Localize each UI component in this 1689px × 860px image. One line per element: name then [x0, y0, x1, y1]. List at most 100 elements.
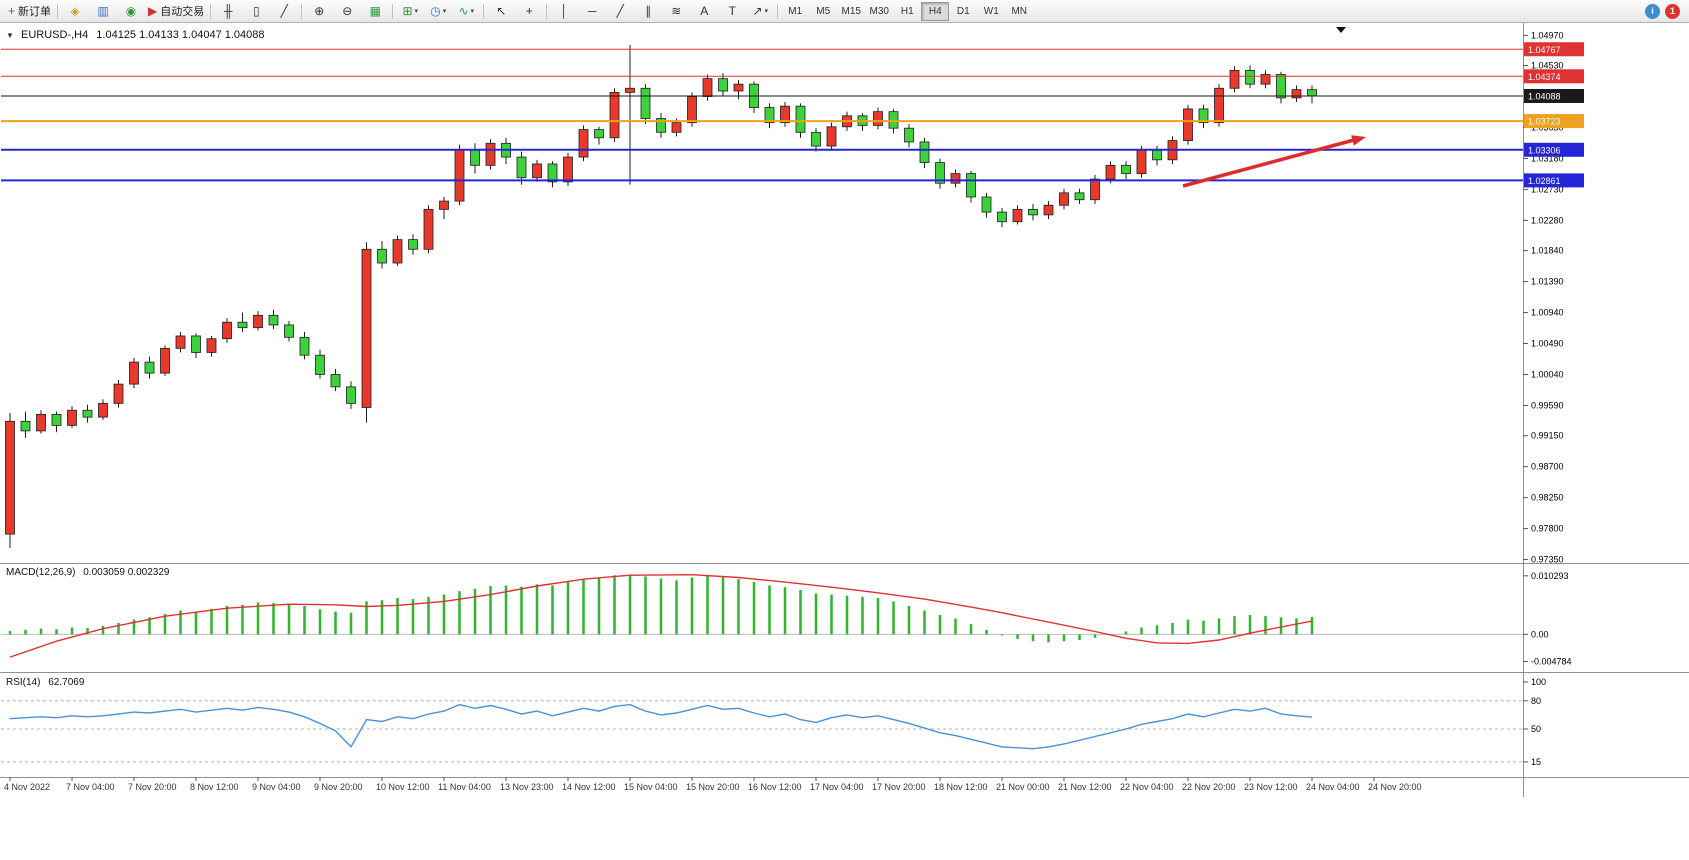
time-label: 7 Nov 20:00	[128, 782, 177, 792]
candle	[377, 248, 387, 264]
candlestick-icon: ▯	[252, 4, 260, 18]
toolbar-indicators-button[interactable]: ∿ ▾	[452, 1, 480, 22]
profiles-caret-icon[interactable]: ▾	[442, 8, 447, 15]
time-label: 23 Nov 12:00	[1244, 782, 1298, 792]
timeframe-group: M1 M5 M15 M30 H1 H4 D1 W1 MN	[781, 1, 1033, 21]
candle	[1090, 178, 1100, 201]
time-label: 24 Nov 04:00	[1306, 782, 1360, 792]
toolbar-zoom-in-button[interactable]: ⊕	[305, 1, 333, 22]
toolbar-candlestick-button[interactable]: ▯	[242, 1, 270, 22]
new-chart-caret-icon[interactable]: ▾	[414, 8, 419, 15]
toolbar-fibonacci-button[interactable]: ≋	[662, 1, 690, 22]
community-icon[interactable]: i	[1645, 3, 1660, 19]
candle	[671, 122, 682, 133]
toolbar-new-order-button[interactable]: + 新订单	[5, 1, 54, 22]
toolbar-line-chart-button[interactable]: ╱	[270, 1, 298, 22]
timeframe-h1-button[interactable]: H1	[900, 5, 914, 17]
candle	[82, 409, 93, 418]
candle	[919, 141, 930, 163]
toolbar-autotrading-button[interactable]: ▶ 自动交易	[145, 1, 207, 22]
price-tick-label: 0.98700	[1531, 462, 1564, 472]
price-badge	[1524, 88, 1584, 103]
toolbar-horizontal-line-button[interactable]: ─	[578, 1, 606, 22]
toolbar-button-group: + 新订单 ◈ ▥ ◉ ▶ 自动交易 ╫ ▯ ╱ ⊕ ⊖ ▦ ⊞ ▾ ◷ ▾ ∿ ▾ ↖ + │ ─ ╱ ∥ ≋ A T ↗ ▾	[5, 1, 781, 22]
time-label: 9 Nov 04:00	[252, 782, 301, 792]
top-toolbar: + 新订单 ◈ ▥ ◉ ▶ 自动交易 ╫ ▯ ╱ ⊕ ⊖ ▦ ⊞ ▾ ◷ ▾ ∿ ▾ ↖ + │ ─ ╱ ∥ ≋ A T ↗ ▾ M1 M5…	[0, 0, 1689, 23]
candle	[609, 91, 620, 139]
candle	[1074, 192, 1085, 201]
toolbar-market-watch-button[interactable]: ◉	[117, 1, 145, 22]
timeframe-m1-button[interactable]: M1	[788, 5, 803, 17]
time-label: 4 Nov 2022	[4, 782, 50, 792]
toolbar-charts-button[interactable]: ▥	[89, 1, 117, 22]
time-label: 11 Nov 04:00	[438, 782, 491, 792]
candle	[470, 149, 480, 166]
notification-badge[interactable]: 1	[1665, 3, 1680, 19]
toolbar-vertical-line-button[interactable]: │	[550, 1, 578, 22]
candle	[578, 129, 589, 158]
horizontal-line-icon: ─	[587, 4, 597, 18]
toolbar-cursor-button[interactable]: ↖	[487, 1, 515, 22]
indicators-caret-icon[interactable]: ▾	[470, 8, 475, 15]
new-order-icon: +	[8, 4, 16, 18]
price-tick-label: 1.01840	[1531, 246, 1564, 256]
timeframe-m15-button[interactable]: M15	[841, 5, 861, 17]
cursor-icon: ↖	[496, 4, 507, 18]
rsi-label: RSI(14) 62.7069	[6, 677, 84, 688]
toolbar-bar-chart-button[interactable]: ╫	[214, 1, 242, 22]
timeframe-h4-button[interactable]: H4	[921, 1, 950, 21]
price-badge-label: 1.04374	[1528, 72, 1561, 82]
text-icon: A	[700, 4, 709, 18]
toolbar-text-button[interactable]: A	[690, 1, 718, 22]
price-tick-label: 1.04530	[1531, 61, 1564, 71]
candle	[284, 324, 294, 338]
candle	[811, 131, 821, 147]
candle	[1059, 192, 1069, 206]
new-order-label: 新订单	[18, 6, 52, 18]
toolbar-channel-button[interactable]: ∥	[634, 1, 662, 22]
candle	[888, 111, 899, 129]
candle	[904, 127, 914, 143]
trend-arrow-line[interactable]	[1182, 138, 1355, 188]
arrows-icon: ↗	[752, 4, 763, 18]
toolbar-crosshair-button[interactable]: +	[515, 1, 543, 22]
toolbar-zoom-out-button[interactable]: ⊖	[333, 1, 361, 22]
candle	[268, 314, 279, 326]
zoom-in-icon: ⊕	[314, 4, 325, 18]
price-tick-label: 1.01390	[1531, 277, 1564, 287]
candle	[36, 413, 46, 432]
timeframe-m30-button[interactable]: M30	[869, 5, 889, 17]
timeframe-m5-button[interactable]: M5	[816, 5, 831, 17]
time-label: 8 Nov 12:00	[190, 782, 239, 792]
candle	[454, 149, 465, 202]
time-label: 24 Nov 20:00	[1368, 782, 1422, 792]
price-badge	[1524, 114, 1584, 129]
arrows-caret-icon[interactable]: ▾	[764, 8, 769, 15]
chart-collapse-icon[interactable]: ▼	[6, 31, 14, 40]
toolbar-trendline-button[interactable]: ╱	[606, 1, 634, 22]
macd-axis-label: -0.004784	[1531, 657, 1572, 667]
profiles-icon: ◷	[430, 4, 441, 18]
timeframe-w1-button[interactable]: W1	[983, 5, 999, 17]
toolbar-new-chart-button[interactable]: ⊞ ▾	[396, 1, 424, 22]
candle	[160, 347, 170, 374]
candle	[1012, 208, 1023, 223]
toolbar-navigator-button[interactable]: ◈	[61, 1, 89, 22]
candle	[1152, 149, 1162, 161]
trend-arrow-head[interactable]	[1351, 135, 1366, 146]
toolbar-label-button[interactable]: T	[718, 1, 746, 22]
candle	[950, 173, 961, 184]
candle	[1291, 89, 1302, 99]
toolbar-arrows-button[interactable]: ↗ ▾	[746, 1, 774, 22]
right-offset-marker	[1336, 27, 1346, 33]
price-badge-label: 1.02861	[1528, 176, 1561, 186]
candle	[1198, 108, 1209, 124]
timeframe-mn-button[interactable]: MN	[1011, 5, 1028, 17]
toolbar-tile-windows-button[interactable]: ▦	[361, 1, 389, 22]
timeframe-d1-button[interactable]: D1	[956, 5, 970, 17]
toolbar-profiles-button[interactable]: ◷ ▾	[424, 1, 452, 22]
candle	[191, 335, 201, 353]
toolbar-right-group: i 1	[1645, 3, 1684, 19]
toolbar-separator	[301, 3, 303, 19]
